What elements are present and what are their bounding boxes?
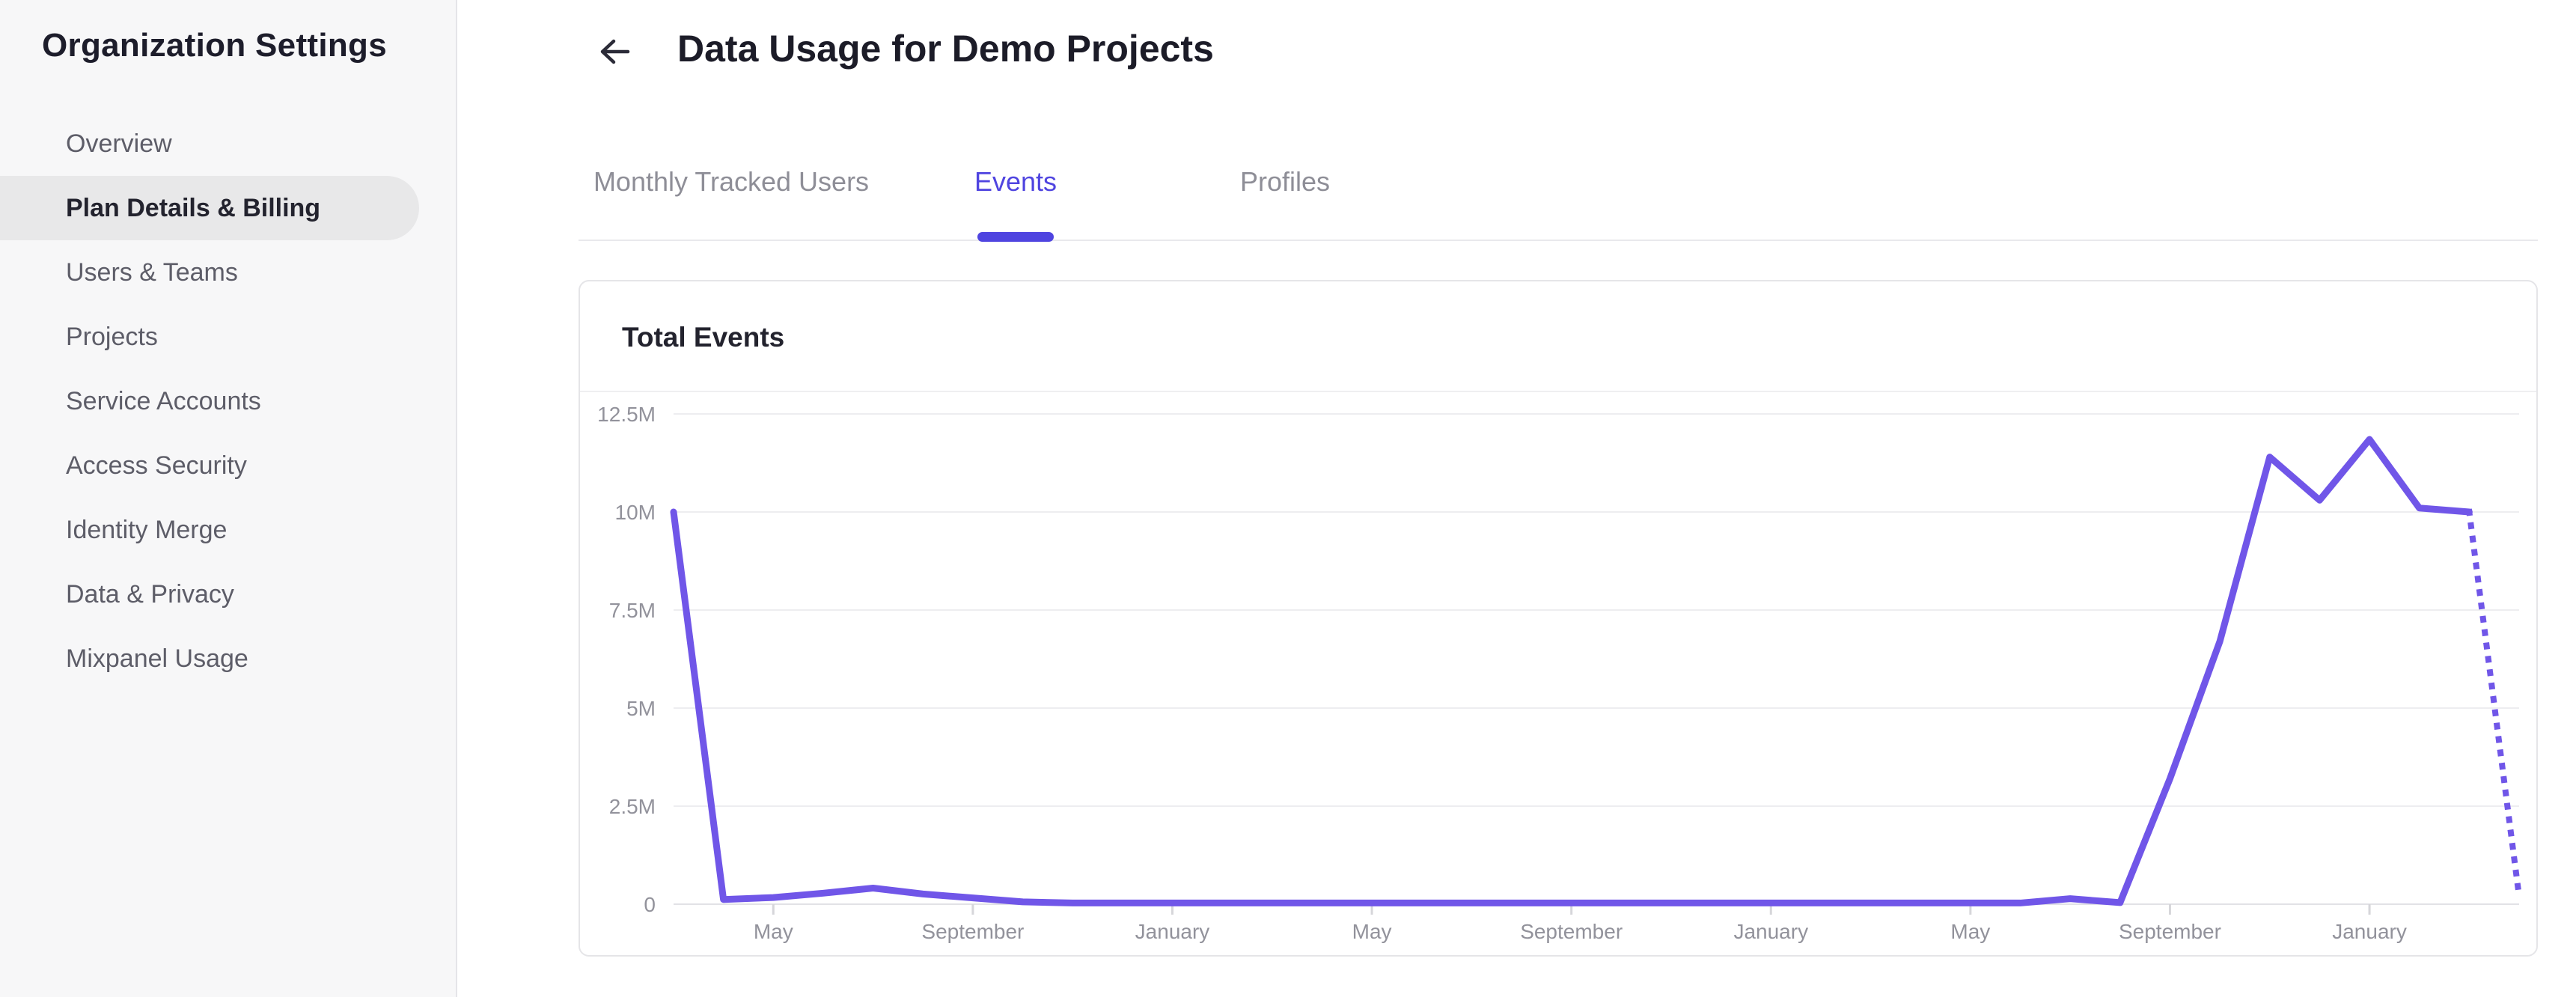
tab-monthly-tracked-users[interactable]: Monthly Tracked Users	[593, 166, 870, 197]
tab-events[interactable]: Events	[974, 166, 1057, 197]
y-axis-label: 2.5M	[609, 795, 656, 818]
y-axis-label: 12.5M	[597, 403, 656, 426]
x-axis-label: May	[1950, 920, 1990, 943]
back-arrow-icon	[600, 39, 630, 64]
sidebar-item-data-privacy[interactable]: Data & Privacy	[66, 579, 234, 609]
sidebar-item-projects[interactable]: Projects	[66, 322, 158, 351]
sidebar-nav: Overview Plan Details & Billing Users & Te…	[0, 112, 456, 691]
card-header: Total Events	[580, 281, 2536, 392]
total-events-chart[interactable]: 12.5M 10M 7.5M 5M 2.5M 0 May September January Ma…	[580, 281, 2536, 955]
sidebar-item-identity-merge[interactable]: Identity Merge	[66, 515, 228, 544]
x-axis-label: September	[2119, 920, 2221, 943]
sidebar-item-access-security[interactable]: Access Security	[66, 451, 247, 480]
sidebar: Organization Settings Overview Plan Detai…	[0, 0, 457, 997]
back-button[interactable]	[590, 30, 635, 73]
x-axis-label: September	[921, 920, 1024, 943]
sidebar-item-mixpanel-usage[interactable]: Mixpanel Usage	[66, 644, 248, 673]
y-axis-label: 10M	[615, 501, 656, 524]
x-axis-label: September	[1520, 920, 1623, 943]
x-axis-label: January	[2332, 920, 2407, 943]
y-axis-label: 7.5M	[609, 599, 656, 622]
x-axis-label: January	[1733, 920, 1808, 943]
sidebar-item-users-teams[interactable]: Users & Teams	[66, 257, 238, 287]
y-axis-label: 5M	[626, 697, 656, 720]
sidebar-title: Organization Settings	[42, 27, 387, 64]
active-tab-indicator	[977, 232, 1054, 242]
events-line-projected-dotted	[2465, 508, 2523, 900]
events-line-series[interactable]	[670, 436, 2473, 906]
tab-profiles[interactable]: Profiles	[1239, 166, 1331, 197]
x-axis-label: May	[1352, 920, 1392, 943]
total-events-card: Total Events 12.5M 10M 7.5M 5M 2.5M 0 May Septe…	[579, 280, 2538, 957]
tab-bar-rule	[579, 240, 2538, 241]
y-axis-label: 0	[644, 893, 656, 916]
sidebar-item-plan-details-billing[interactable]: Plan Details & Billing	[0, 176, 419, 240]
sidebar-item-service-accounts[interactable]: Service Accounts	[66, 386, 261, 415]
x-axis-label: January	[1135, 920, 1210, 943]
card-title: Total Events	[622, 322, 785, 353]
x-axis-label: May	[754, 920, 793, 943]
page-title: Data Usage for Demo Projects	[677, 28, 1214, 70]
sidebar-item-overview[interactable]: Overview	[66, 129, 172, 158]
